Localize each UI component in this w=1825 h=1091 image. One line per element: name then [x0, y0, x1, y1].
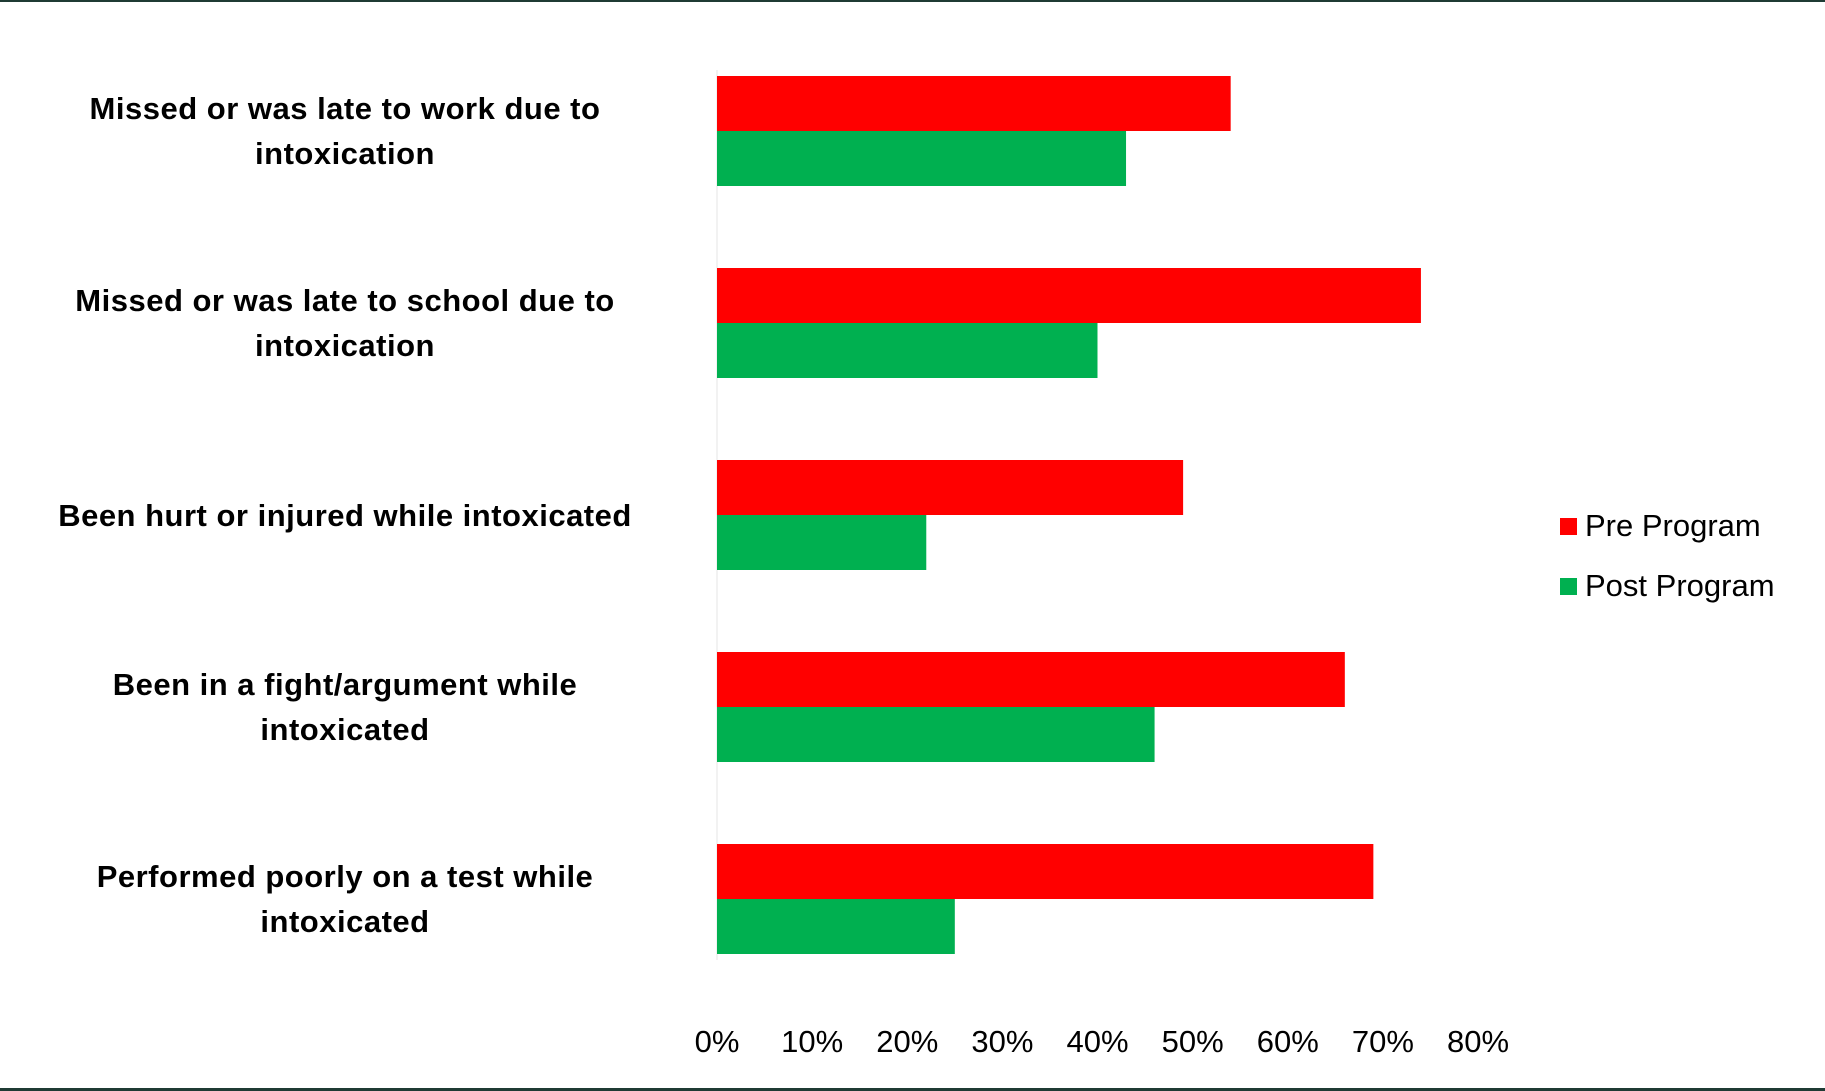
category-label-line: Performed poorly on a test while: [96, 859, 594, 894]
x-tick-label: 0%: [694, 1024, 740, 1059]
bar-pre-program-0: [717, 76, 1231, 131]
x-tick-label: 60%: [1256, 1024, 1319, 1059]
top-frame-line: [0, 0, 1825, 2]
legend-swatch-pre-program: [1560, 517, 1577, 535]
category-label-line: Been hurt or injured while intoxicated: [58, 497, 632, 533]
legend-item-post-program: Post Program: [1560, 556, 1775, 616]
legend-label-post-program: Post Program: [1585, 568, 1775, 603]
x-tick-label: 70%: [1351, 1024, 1414, 1059]
legend-label-pre-program: Pre Program: [1585, 508, 1761, 543]
category-label-line: intoxicated: [260, 904, 430, 939]
category-label: Missed or was late to work due to intoxic…: [10, 86, 680, 176]
x-tick-label: 10%: [781, 1024, 844, 1059]
category-label: Been in a fight/argument while intoxicate…: [10, 662, 680, 752]
legend-swatch-post-program: [1560, 577, 1577, 595]
x-tick-label: 30%: [971, 1024, 1034, 1059]
x-tick-label: 50%: [1161, 1024, 1224, 1059]
legend-item-pre-program: Pre Program: [1560, 496, 1775, 556]
category-label: Performed poorly on a test while intoxica…: [10, 854, 680, 944]
legend: Pre Program Post Program: [1560, 496, 1775, 616]
bar-pre-program-1: [717, 268, 1421, 323]
x-tick-label: 40%: [1066, 1024, 1129, 1059]
category-label-line: intoxication: [255, 136, 435, 171]
category-label-line: Missed or was late to work due to: [89, 91, 601, 126]
bar-post-program-2: [717, 515, 927, 570]
bar-pre-program-2: [717, 460, 1184, 515]
category-label-line: Been in a fight/argument while: [112, 667, 578, 702]
category-label: Missed or was late to school due to intox…: [10, 278, 680, 368]
category-label: Been hurt or injured while intoxicated: [10, 493, 680, 538]
category-label-line: intoxicated: [260, 712, 430, 747]
x-tick-label: 80%: [1446, 1024, 1510, 1059]
category-label-line: intoxication: [255, 328, 435, 363]
bar-post-program-0: [717, 131, 1127, 186]
bar-post-program-3: [717, 707, 1155, 762]
bar-pre-program-3: [717, 652, 1345, 707]
bar-pre-program-4: [717, 844, 1374, 899]
bar-post-program-1: [717, 323, 1098, 378]
bottom-frame-line: [0, 1088, 1825, 1091]
category-label-line: Missed or was late to school due to: [75, 283, 615, 318]
x-tick-label: 20%: [876, 1024, 939, 1059]
bar-post-program-4: [717, 899, 955, 954]
